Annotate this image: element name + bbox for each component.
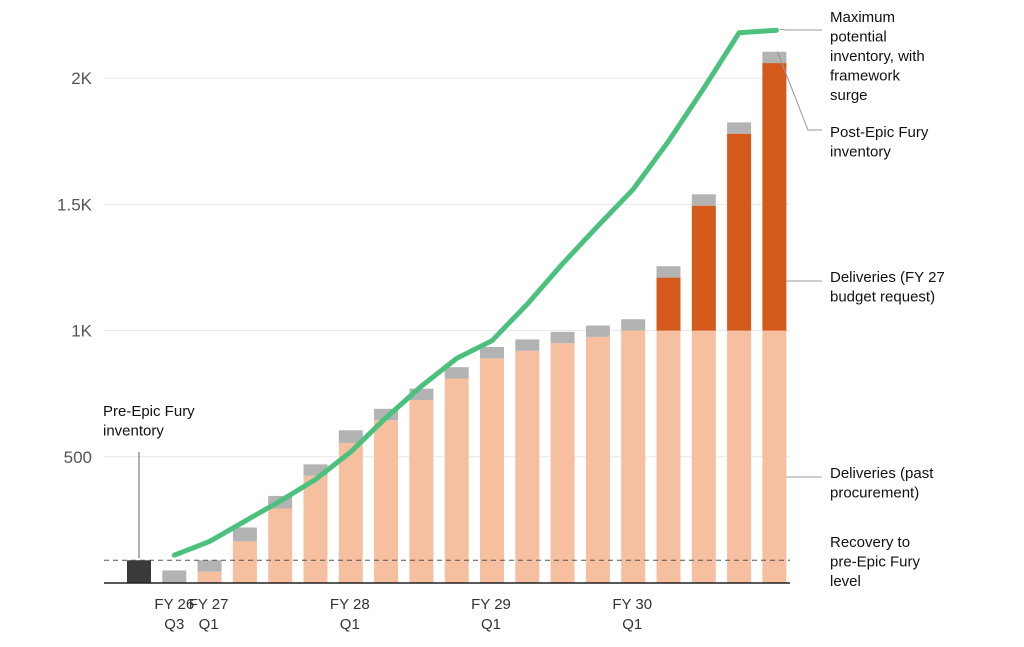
bar-segment-top — [727, 122, 752, 134]
bars — [127, 51, 787, 583]
x-tick-label: FY 29 — [471, 596, 511, 613]
annotation-text-surge: Maximum — [830, 9, 895, 26]
bar-segment-past — [374, 420, 399, 583]
annotation-text-surge: surge — [830, 87, 868, 104]
annotation-text-budget: Deliveries (FY 27 — [830, 269, 945, 286]
annotation-text-surge: framework — [830, 68, 901, 85]
bar-segment-past — [585, 336, 610, 583]
bar-pre-epic-fury — [127, 560, 151, 583]
bar-segment-past — [480, 358, 504, 583]
annotation-text-past: Deliveries (past — [830, 465, 934, 482]
y-axis-tick-labels: 500 1K 1.5K 2K — [57, 69, 93, 467]
surge-line-path — [171, 27, 779, 558]
bar-segment-past — [727, 330, 752, 583]
bar-segment-top — [162, 570, 187, 583]
x-tick-label: Q1 — [340, 616, 360, 633]
bar-segment-past — [232, 541, 257, 583]
annotation-text-reference: pre-Epic Fury — [830, 554, 921, 571]
bar-segment-top — [303, 464, 328, 476]
bar-segment-past — [409, 400, 434, 583]
annotation-text-budget: budget request) — [830, 289, 935, 306]
annotation-text-surge: potential — [830, 29, 887, 46]
pre-epic-fury-label: inventory — [103, 423, 164, 440]
x-tick-label: FY 30 — [612, 596, 652, 613]
annotation-text-top: inventory — [830, 144, 891, 161]
bar-segment-past — [303, 475, 328, 583]
bar-segment-budget — [727, 133, 752, 331]
bar-segment-budget — [691, 205, 716, 331]
annotation-text-surge: inventory, with — [830, 48, 925, 65]
bar-segment-top — [409, 388, 434, 401]
bar-segment-budget — [656, 277, 681, 331]
bar-segment-top — [656, 266, 681, 278]
annotation-leader — [779, 28, 822, 31]
bar-segment-top — [550, 331, 575, 344]
bar-segment-top — [621, 319, 646, 331]
y-tick-label: 2K — [71, 69, 92, 88]
y-tick-label: 1.5K — [57, 195, 93, 214]
bar-segment-top — [232, 527, 257, 542]
bar-segment-past — [268, 508, 293, 583]
y-tick-label: 500 — [64, 448, 92, 467]
y-tick-label: 1K — [71, 322, 92, 341]
x-tick-label: FY 28 — [330, 596, 370, 613]
bar-segment-past — [691, 330, 716, 583]
x-tick-label: Q3 — [164, 616, 184, 633]
bar-segment-past — [338, 442, 363, 583]
annotations: Maximum potential inventory, with framework… — [103, 9, 945, 590]
x-tick-label: FY 27 — [189, 596, 229, 613]
x-tick-label: Q1 — [622, 616, 642, 633]
x-tick-label: Q1 — [481, 616, 501, 633]
pre-epic-fury-label: Pre-Epic Fury — [103, 403, 195, 420]
annotation-text-past: procurement) — [830, 485, 919, 502]
bar-segment-top — [197, 560, 222, 572]
bar-segment-top — [338, 430, 363, 443]
annotation-leader — [776, 51, 822, 131]
bar-segment-past — [550, 343, 575, 583]
annotation-text-top: Post-Epic Fury — [830, 124, 929, 141]
bar-segment-top — [585, 325, 610, 337]
bar-segment-top — [691, 194, 716, 206]
bar-segment-past — [444, 378, 469, 583]
surge-line — [171, 27, 779, 558]
x-axis: FY 26 Q3 FY 27 Q1 FY 28 Q1 FY 29 Q1 FY 30 Q1 — [104, 582, 790, 633]
bar-segment-past — [656, 330, 681, 583]
bar-segment-top — [444, 367, 469, 379]
bar-segment-past — [515, 350, 540, 583]
x-tick-label: FY 26 — [154, 596, 194, 613]
bar-segment-top — [480, 347, 504, 359]
bar-segment-past — [762, 330, 787, 583]
bar-segment-past — [197, 571, 222, 583]
bar-segment-past — [621, 330, 646, 583]
bar-segment-top — [762, 51, 787, 64]
x-tick-label: Q1 — [199, 616, 219, 633]
bar-segment-top — [515, 339, 540, 351]
annotation-text-reference: Recovery to — [830, 534, 910, 551]
annotation-text-reference: level — [830, 573, 861, 590]
bar-segment-budget — [762, 63, 787, 331]
